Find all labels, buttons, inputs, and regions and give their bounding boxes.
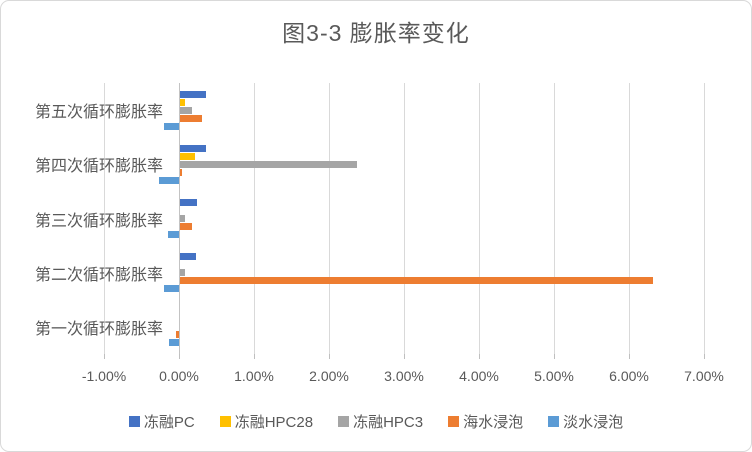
gridline (254, 83, 255, 354)
bar-冻融HPC3-cat1 (180, 107, 192, 114)
legend: 冻融PC 冻融HPC28 冻融HPC3 海水浸泡 淡水浸泡 (1, 411, 751, 432)
axis-tick (329, 354, 330, 359)
category-label: 第一次循环膨胀率 (34, 320, 163, 338)
legend-swatch-icon (338, 416, 350, 427)
gridline (329, 83, 330, 354)
legend-swatch-icon (548, 416, 560, 427)
legend-swatch-icon (448, 416, 460, 427)
bar-冻融PC-cat1 (180, 91, 206, 98)
bar-冻融HPC3-cat2 (180, 161, 357, 168)
bar-淡水浸泡-cat3 (168, 231, 179, 238)
legend-label: 淡水浸泡 (563, 414, 624, 431)
gridline (479, 83, 480, 354)
x-axis-tick-label: 0.00% (159, 368, 199, 384)
x-axis-tick-label: 6.00% (609, 368, 649, 384)
axis-tick (554, 354, 555, 359)
bar-淡水浸泡-cat2 (159, 177, 179, 184)
legend-label: 海水浸泡 (463, 414, 524, 431)
chart-title: 图3-3 膨胀率变化 (282, 20, 470, 46)
legend-label: 冻融HPC3 (353, 414, 424, 431)
legend-item-冻融HPC28: 冻融HPC28 (219, 411, 314, 432)
axis-tick (479, 354, 480, 359)
legend-item-淡水浸泡: 淡水浸泡 (548, 411, 623, 432)
gridline (104, 83, 105, 354)
category-label: 第五次循环膨胀率 (34, 104, 163, 122)
bar-冻融PC-cat3 (180, 199, 197, 206)
legend-item-冻融HPC3: 冻融HPC3 (338, 411, 423, 432)
axis-tick (629, 354, 630, 359)
axis-tick (404, 354, 405, 359)
legend-label: 冻融HPC28 (234, 414, 314, 431)
legend-swatch-icon (128, 416, 140, 427)
legend-item-冻融PC: 冻融PC (128, 411, 195, 432)
bar-海水浸泡-cat4 (180, 277, 653, 284)
gridline (629, 83, 630, 354)
gridline (554, 83, 555, 354)
axis-tick (179, 354, 180, 359)
bar-冻融PC-cat4 (180, 253, 196, 260)
bar-冻融PC-cat2 (180, 145, 206, 152)
axis-tick (254, 354, 255, 359)
x-axis-tick-label: -1.00% (81, 368, 127, 384)
bar-冻融HPC3-cat4 (180, 269, 185, 276)
legend-swatch-icon (219, 416, 231, 427)
gridline (704, 83, 705, 354)
category-label: 第三次循环膨胀率 (34, 212, 163, 230)
axis-tick (104, 354, 105, 359)
bar-冻融HPC28-cat1 (180, 99, 185, 106)
bar-淡水浸泡-cat1 (164, 123, 179, 130)
plot-area (104, 83, 705, 359)
bar-海水浸泡-cat2 (180, 169, 182, 176)
legend-label: 冻融PC (143, 414, 195, 431)
bar-冻融HPC28-cat2 (180, 153, 195, 160)
bar-冻融HPC3-cat3 (180, 215, 185, 222)
x-axis-tick-label: 4.00% (459, 368, 499, 384)
bar-淡水浸泡-cat4 (164, 285, 179, 292)
x-axis-tick-label: 7.00% (684, 368, 724, 384)
axis-tick (704, 354, 705, 359)
x-axis-tick-label: 1.00% (234, 368, 274, 384)
bar-海水浸泡-cat5 (176, 331, 179, 338)
category-label: 第四次循环膨胀率 (34, 158, 163, 176)
x-axis-tick-label: 2.00% (309, 368, 349, 384)
x-axis-tick-label: 3.00% (384, 368, 424, 384)
gridline (404, 83, 405, 354)
bar-海水浸泡-cat1 (180, 115, 202, 122)
legend-item-海水浸泡: 海水浸泡 (448, 411, 523, 432)
bar-淡水浸泡-cat5 (169, 339, 180, 346)
category-label: 第二次循环膨胀率 (34, 266, 163, 284)
zero-axis-line (179, 83, 180, 354)
x-axis-tick-label: 5.00% (534, 368, 574, 384)
bar-海水浸泡-cat3 (180, 223, 192, 230)
